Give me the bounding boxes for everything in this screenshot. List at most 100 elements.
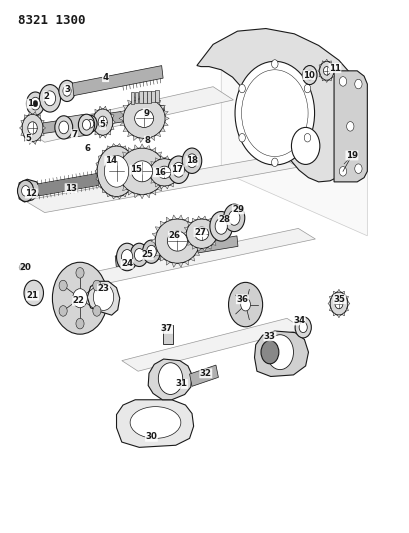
Polygon shape	[161, 181, 166, 185]
Text: 14: 14	[105, 156, 117, 165]
Polygon shape	[318, 74, 320, 77]
Circle shape	[104, 156, 128, 187]
Polygon shape	[325, 80, 327, 83]
Polygon shape	[123, 127, 127, 132]
Circle shape	[271, 158, 277, 166]
Circle shape	[339, 166, 346, 176]
Polygon shape	[155, 183, 158, 187]
Circle shape	[22, 185, 29, 196]
Polygon shape	[128, 148, 132, 152]
Polygon shape	[165, 169, 169, 173]
Polygon shape	[134, 176, 137, 181]
Polygon shape	[95, 169, 97, 174]
Polygon shape	[25, 137, 27, 141]
Polygon shape	[151, 239, 155, 244]
Polygon shape	[145, 94, 149, 99]
Circle shape	[186, 154, 197, 167]
Polygon shape	[163, 122, 168, 126]
Circle shape	[238, 133, 245, 142]
Polygon shape	[164, 175, 169, 180]
Polygon shape	[108, 109, 110, 113]
Polygon shape	[115, 236, 237, 266]
Ellipse shape	[194, 227, 208, 240]
Circle shape	[354, 164, 361, 173]
Polygon shape	[147, 91, 150, 102]
Polygon shape	[139, 195, 144, 199]
Polygon shape	[341, 312, 344, 316]
Polygon shape	[333, 291, 335, 295]
Circle shape	[266, 335, 293, 369]
Polygon shape	[152, 148, 155, 152]
Polygon shape	[25, 87, 233, 142]
Polygon shape	[215, 227, 219, 230]
Text: 16: 16	[153, 168, 165, 177]
Circle shape	[72, 289, 87, 308]
Polygon shape	[145, 138, 149, 142]
Polygon shape	[91, 115, 94, 118]
Circle shape	[291, 127, 319, 165]
Ellipse shape	[123, 98, 165, 139]
Polygon shape	[177, 166, 181, 169]
Polygon shape	[98, 156, 101, 160]
Polygon shape	[96, 161, 98, 167]
Circle shape	[28, 122, 37, 134]
Circle shape	[241, 70, 307, 157]
Circle shape	[319, 61, 333, 80]
Polygon shape	[329, 296, 331, 300]
Circle shape	[97, 146, 136, 197]
Text: 4: 4	[102, 72, 108, 82]
Polygon shape	[194, 251, 199, 255]
Polygon shape	[172, 263, 176, 267]
Polygon shape	[337, 315, 340, 318]
Circle shape	[228, 282, 262, 327]
Circle shape	[30, 98, 40, 110]
Polygon shape	[117, 143, 121, 147]
Polygon shape	[41, 120, 44, 124]
Polygon shape	[128, 189, 130, 192]
Ellipse shape	[131, 161, 152, 182]
Polygon shape	[94, 131, 97, 135]
Polygon shape	[152, 190, 155, 195]
Polygon shape	[170, 158, 173, 161]
Polygon shape	[174, 161, 178, 165]
Ellipse shape	[186, 219, 217, 248]
Circle shape	[158, 363, 182, 394]
Polygon shape	[151, 91, 154, 102]
Text: 20: 20	[20, 263, 31, 272]
Ellipse shape	[118, 148, 165, 195]
Circle shape	[346, 122, 353, 131]
Polygon shape	[328, 78, 331, 81]
Text: 9: 9	[143, 109, 149, 118]
Circle shape	[339, 77, 346, 86]
Polygon shape	[192, 218, 195, 222]
Polygon shape	[321, 78, 324, 81]
Polygon shape	[155, 158, 158, 161]
Circle shape	[142, 240, 160, 263]
Polygon shape	[317, 69, 319, 72]
Polygon shape	[133, 96, 137, 101]
Polygon shape	[187, 242, 191, 245]
Polygon shape	[190, 256, 194, 261]
Circle shape	[240, 298, 250, 311]
Polygon shape	[345, 308, 348, 311]
Polygon shape	[117, 196, 121, 199]
Ellipse shape	[167, 231, 187, 251]
Circle shape	[329, 292, 347, 315]
Polygon shape	[151, 136, 154, 141]
Text: 32: 32	[199, 369, 211, 378]
Text: 27: 27	[193, 228, 206, 237]
Circle shape	[59, 280, 67, 291]
Polygon shape	[174, 180, 178, 183]
Polygon shape	[156, 100, 160, 104]
Polygon shape	[102, 150, 105, 154]
Polygon shape	[160, 156, 163, 159]
Polygon shape	[103, 134, 106, 138]
Text: 8321 1300: 8321 1300	[18, 14, 85, 27]
Text: 23: 23	[97, 284, 109, 293]
Text: 13: 13	[65, 184, 77, 193]
Polygon shape	[163, 111, 168, 115]
Circle shape	[18, 180, 34, 201]
Polygon shape	[177, 175, 181, 179]
Text: 25: 25	[141, 251, 153, 260]
Polygon shape	[91, 126, 94, 130]
